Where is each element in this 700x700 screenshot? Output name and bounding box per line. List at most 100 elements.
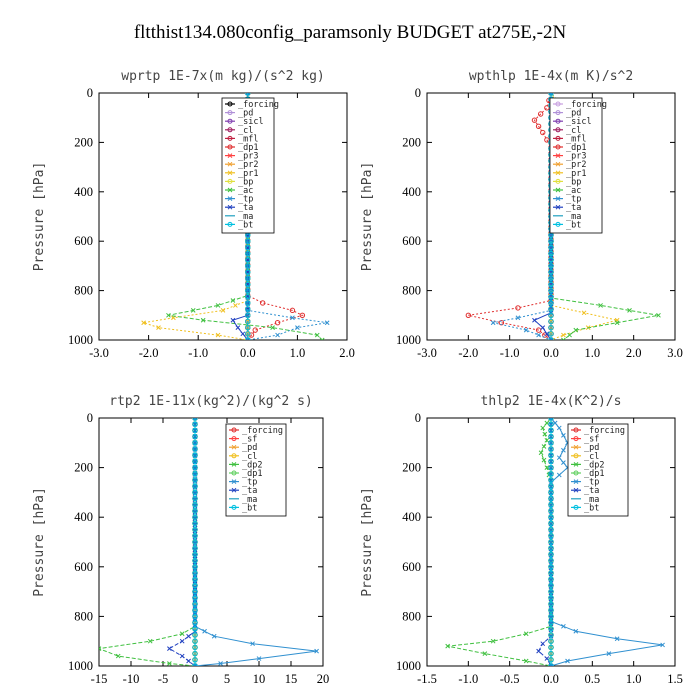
data-point (606, 651, 612, 656)
data-point (548, 607, 554, 613)
x-tick-label: 0.5 (585, 672, 601, 686)
y-tick-label: 1000 (396, 333, 421, 347)
data-point (190, 308, 196, 313)
x-tick-label: -1.0 (458, 672, 478, 686)
legend-marker (555, 127, 561, 133)
data-point (548, 427, 554, 434)
legend-marker (555, 118, 561, 124)
data-point (540, 129, 546, 136)
data-point (250, 641, 255, 647)
data-point (147, 638, 153, 644)
y-tick-label: 600 (74, 560, 93, 574)
data-point (319, 337, 325, 340)
data-point (548, 287, 554, 294)
data-point (532, 317, 537, 323)
data-point (192, 551, 198, 558)
legend-marker (227, 153, 233, 158)
legend-label: _pr3 (566, 152, 586, 162)
data-point (245, 269, 251, 275)
data-point (548, 312, 554, 318)
x-tick-label: -2.0 (139, 346, 159, 360)
legend-label: _dp1 (242, 469, 262, 479)
x-tick-label: 1.5 (667, 672, 683, 686)
data-point (192, 502, 198, 508)
data-point (523, 658, 529, 664)
y-axis-label: Pressure [hPa] (32, 162, 47, 272)
data-point (186, 658, 191, 664)
data-point (245, 306, 251, 312)
data-point (245, 238, 251, 244)
data-point (548, 502, 554, 508)
data-point (245, 331, 251, 337)
y-tick-label: 800 (402, 609, 421, 623)
legend-label: _pr1 (566, 169, 586, 179)
legend-marker (231, 487, 237, 493)
legend-label: _pr2 (238, 160, 258, 170)
data-point (179, 631, 185, 637)
legend-marker (573, 504, 579, 510)
data-point (548, 433, 554, 440)
data-point (523, 327, 529, 333)
data-point (156, 325, 161, 331)
y-tick-label: 600 (74, 234, 93, 248)
legend-marker (555, 170, 561, 176)
data-point (230, 317, 236, 323)
data-point (186, 633, 191, 639)
legend-label: _cl (566, 126, 581, 136)
legend-marker (227, 118, 233, 124)
data-point (192, 576, 198, 582)
legend-label: _dp1 (566, 143, 586, 153)
legend-label: _tp (584, 478, 599, 488)
legend-label: _ta (584, 486, 599, 496)
data-point (614, 636, 620, 642)
y-axis-label: Pressure [hPa] (360, 162, 375, 272)
data-point (541, 457, 547, 463)
legend-marker (227, 110, 233, 116)
data-point (256, 656, 262, 661)
legend-marker (227, 127, 233, 133)
data-point (192, 433, 198, 440)
x-tick-label: 1.0 (585, 346, 601, 360)
legend-label: _dp2 (242, 460, 262, 470)
data-point (548, 508, 554, 514)
data-point (548, 657, 554, 663)
data-point (540, 425, 546, 431)
data-point (538, 450, 544, 456)
legend-marker (227, 178, 233, 184)
data-point (192, 508, 198, 514)
data-point (544, 420, 550, 426)
data-point (544, 331, 550, 337)
data-point (324, 320, 330, 326)
data-point (192, 613, 198, 620)
legend-marker (231, 504, 237, 510)
y-tick-label: 0 (87, 86, 93, 100)
panel-title: wprtp 1E-7x(m kg)/(s^2 kg) (121, 69, 325, 84)
data-point (542, 332, 548, 338)
data-point (561, 337, 566, 340)
y-tick-label: 200 (74, 135, 93, 149)
legend-label: _ma (566, 212, 581, 222)
y-tick-label: 400 (402, 510, 421, 524)
data-point (548, 613, 554, 620)
data-point (660, 642, 665, 648)
data-point (540, 641, 546, 647)
legend-marker (555, 135, 561, 141)
legend-label: _bp (238, 177, 253, 187)
legend-marker (231, 479, 237, 484)
legend-label: _pr3 (238, 152, 258, 162)
data-point (192, 570, 198, 576)
data-point (548, 576, 554, 582)
legend-label: _tp (238, 195, 253, 205)
data-point (561, 433, 566, 438)
data-point (548, 318, 554, 325)
panel-title: thlp2 1E-4x(K^2)/s (481, 394, 622, 409)
legend-marker (555, 204, 561, 210)
data-point (548, 514, 554, 520)
legend-label: _tp (566, 195, 581, 205)
data-point (99, 646, 102, 651)
x-tick-label: 3.0 (667, 346, 683, 360)
legend-marker (227, 161, 233, 167)
x-tick-label: 10 (253, 672, 266, 686)
data-point (192, 440, 198, 446)
panel-thlp2: thlp2 1E-4x(K^2)/s Pressure [hPa] -1.5 -1.0… (360, 394, 683, 686)
